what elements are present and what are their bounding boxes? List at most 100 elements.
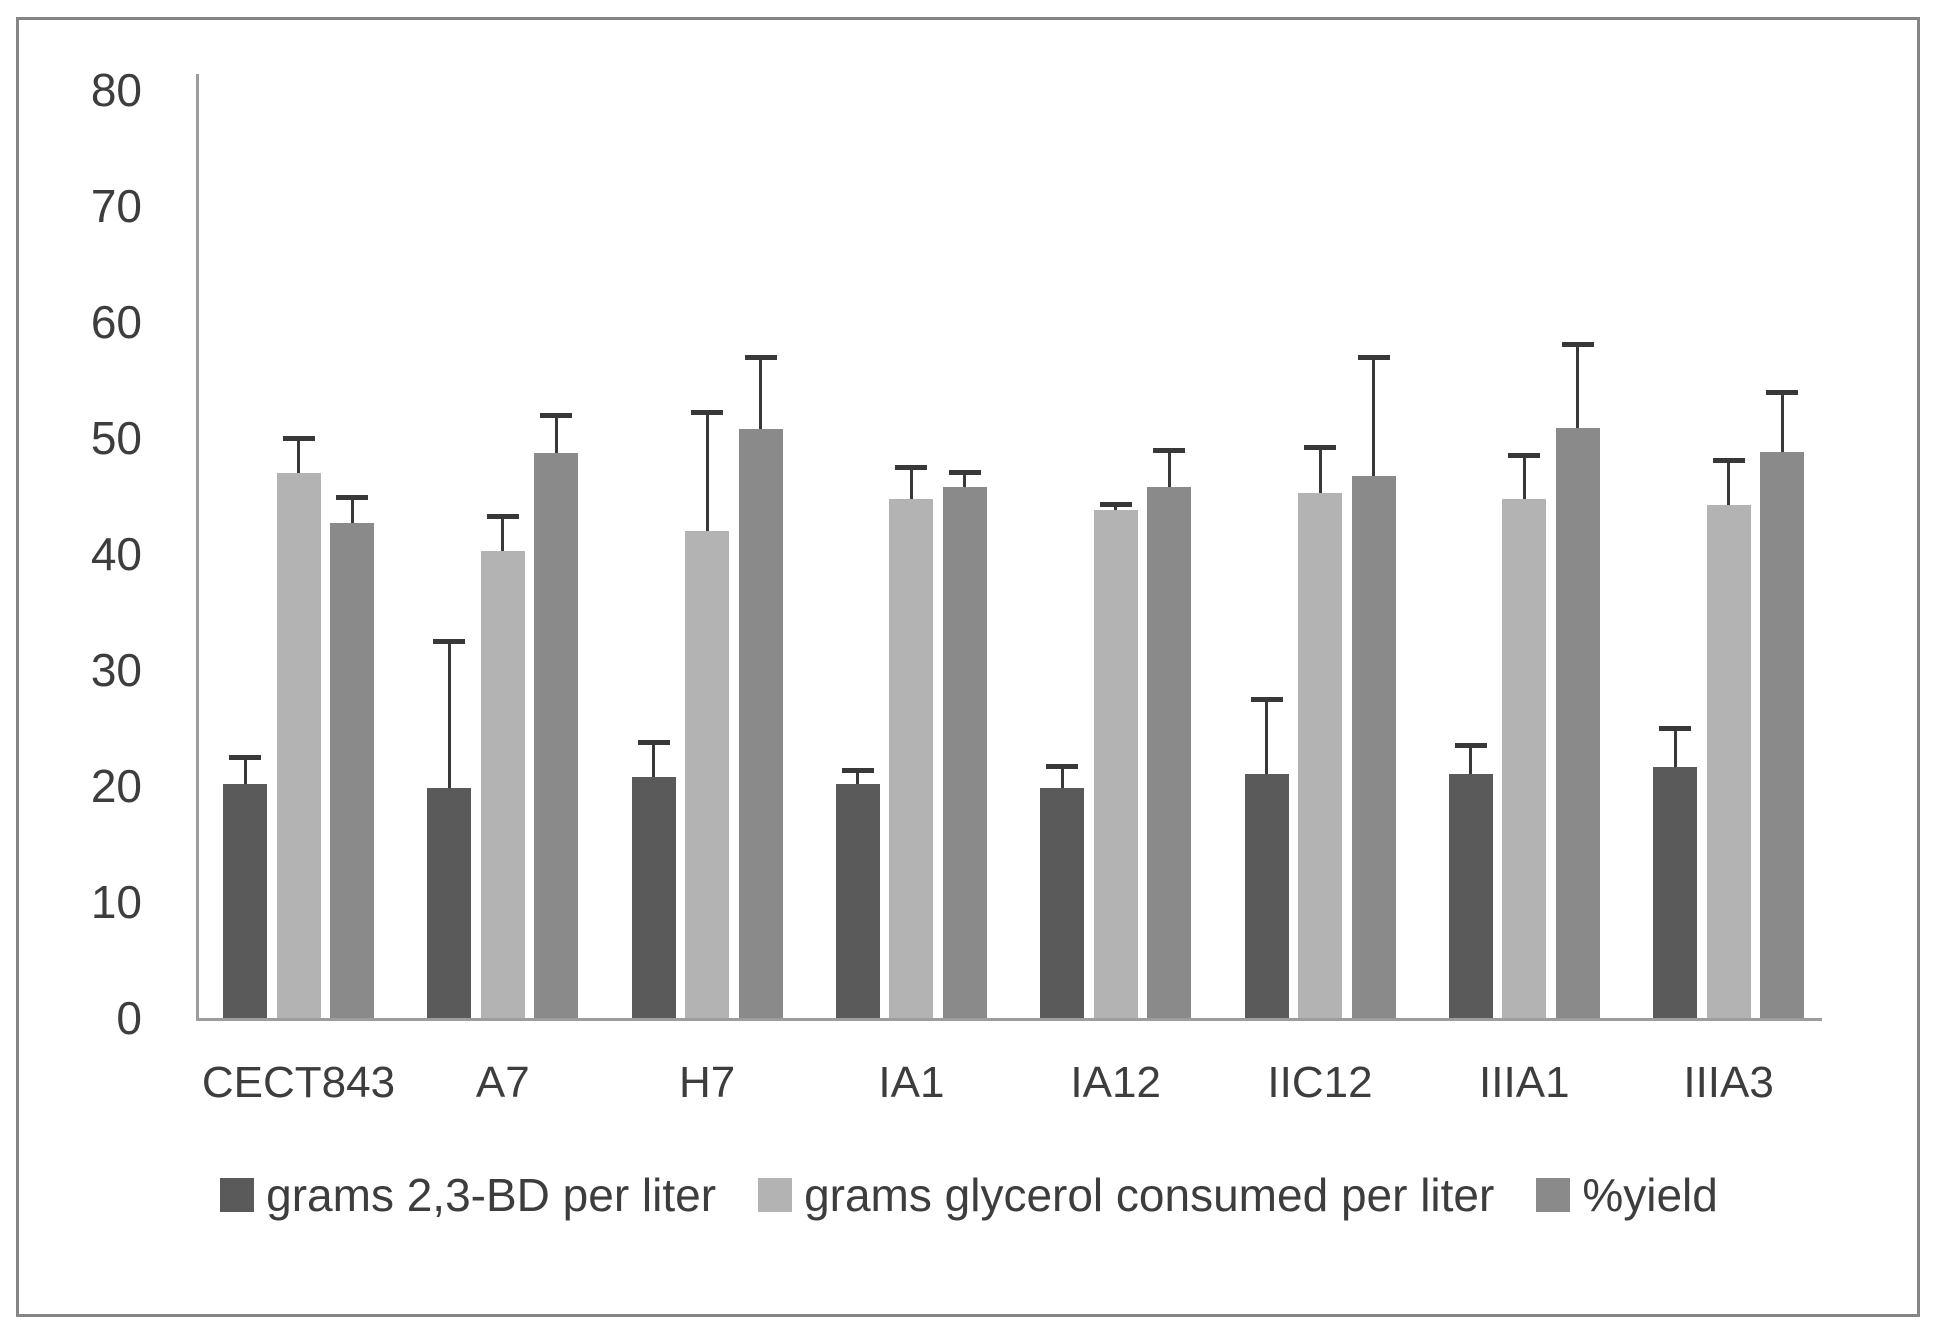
x-category-label: IIIA3	[1683, 1058, 1774, 1107]
bar-IIC12-series1	[1298, 492, 1342, 1018]
error-bar-stem	[447, 641, 451, 789]
x-category-label: CECT843	[201, 1058, 396, 1107]
legend-item-bd: grams 2,3-BD per liter	[220, 1168, 716, 1222]
error-bar-cap	[1357, 354, 1390, 360]
legend: grams 2,3-BD per liter grams glycerol co…	[0, 1168, 1938, 1222]
error-bar-cap	[1659, 726, 1692, 731]
bar-IIIA3-series0	[1653, 767, 1698, 1018]
error-bar-stem	[243, 757, 247, 784]
x-category-label: IA12	[1070, 1058, 1161, 1107]
legend-swatch-dark-gray	[220, 1178, 255, 1212]
error-bar-stem	[1372, 356, 1375, 477]
error-bar-stem	[652, 741, 656, 777]
legend-label: grams 2,3-BD per liter	[266, 1169, 717, 1221]
error-bar-stem	[297, 438, 300, 473]
error-bar-stem	[1727, 460, 1731, 506]
bar-IA1-series2	[942, 486, 987, 1018]
error-bar-cap	[282, 436, 315, 441]
error-bar-cap	[486, 513, 519, 519]
error-bar-stem	[1522, 455, 1526, 500]
x-category-label: A7	[475, 1058, 530, 1107]
y-axis-line	[196, 74, 199, 1021]
y-tick-label: 60	[90, 296, 142, 348]
y-tick-label: 40	[90, 528, 142, 580]
legend-item-yield: %yield	[1536, 1168, 1718, 1222]
x-category-label: IA1	[878, 1058, 945, 1107]
error-bar-stem	[1673, 728, 1677, 768]
bar-IIIA1-series1	[1502, 499, 1547, 1018]
error-bar-stem	[909, 467, 913, 500]
bar-A7-series1	[480, 550, 525, 1018]
bar-A7-series2	[534, 453, 579, 1018]
error-bar-cap	[948, 469, 981, 475]
legend-swatch-light-gray	[758, 1178, 793, 1212]
error-bar-cap	[895, 465, 928, 470]
error-bar-stem	[1265, 699, 1268, 775]
bar-CECT843-series2	[330, 522, 374, 1018]
error-bar-cap	[1099, 502, 1132, 508]
error-bar-stem	[1469, 745, 1473, 775]
bar-IA12-series1	[1093, 509, 1138, 1018]
error-bar-cap	[1561, 342, 1594, 348]
error-bar-cap	[1454, 743, 1487, 749]
bar-H7-series2	[738, 428, 783, 1018]
error-bar-stem	[501, 515, 505, 551]
y-tick-label: 50	[90, 412, 142, 464]
bar-CECT843-series0	[223, 783, 267, 1018]
error-bar-cap	[841, 767, 874, 773]
y-tick-label: 30	[90, 644, 142, 696]
y-tick-label: 20	[90, 760, 142, 812]
error-bar-cap	[1153, 447, 1186, 453]
error-bar-cap	[1250, 697, 1283, 702]
error-bar-stem	[1167, 449, 1171, 487]
x-axis-line	[196, 1018, 1822, 1021]
bar-IA1-series0	[835, 783, 880, 1018]
bar-IA1-series1	[889, 499, 934, 1018]
error-bar-cap	[1508, 453, 1541, 459]
error-bar-stem	[554, 414, 558, 454]
bar-IIIA3-series2	[1760, 451, 1805, 1018]
error-bar-cap	[336, 495, 368, 501]
legend-swatch-medium-gray	[1536, 1178, 1571, 1212]
error-bar-stem	[1576, 344, 1580, 428]
error-bar-stem	[1060, 766, 1064, 789]
error-bar-stem	[759, 356, 763, 429]
bar-IIIA3-series1	[1706, 505, 1751, 1018]
error-bar-stem	[705, 412, 709, 531]
error-bar-cap	[433, 639, 466, 644]
error-bar-cap	[637, 739, 670, 745]
y-tick-label: 80	[90, 64, 142, 116]
bar-IIC12-series2	[1351, 476, 1396, 1018]
bar-IA12-series2	[1147, 486, 1192, 1018]
x-category-label: IIIA1	[1479, 1058, 1570, 1107]
bar-IIIA1-series0	[1448, 774, 1493, 1018]
legend-label: grams glycerol consumed per liter	[804, 1169, 1495, 1221]
bar-H7-series0	[631, 776, 676, 1018]
error-bar-cap	[1304, 445, 1336, 451]
bar-A7-series0	[427, 788, 472, 1018]
bar-IIC12-series0	[1244, 774, 1289, 1018]
bar-H7-series1	[685, 530, 730, 1018]
legend-label: %yield	[1582, 1169, 1718, 1221]
error-bar-stem	[1318, 447, 1322, 493]
error-bar-cap	[229, 755, 261, 760]
error-bar-stem	[1780, 391, 1784, 452]
x-category-label: IIC12	[1267, 1058, 1373, 1107]
x-category-label: H7	[678, 1058, 736, 1107]
error-bar-cap	[691, 410, 724, 416]
error-bar-stem	[350, 497, 354, 523]
bar-IA12-series0	[1040, 788, 1085, 1018]
error-bar-stem	[856, 769, 860, 784]
bar-IIIA1-series2	[1555, 427, 1600, 1018]
error-bar-stem	[963, 471, 967, 487]
error-bar-cap	[1766, 389, 1799, 395]
error-bar-cap	[540, 412, 573, 418]
legend-item-glycerol: grams glycerol consumed per liter	[758, 1168, 1494, 1222]
error-bar-cap	[1712, 458, 1745, 464]
y-tick-label: 0	[116, 992, 142, 1044]
bar-CECT843-series1	[276, 472, 321, 1018]
y-tick-label: 10	[90, 876, 142, 928]
y-tick-label: 70	[90, 180, 142, 232]
